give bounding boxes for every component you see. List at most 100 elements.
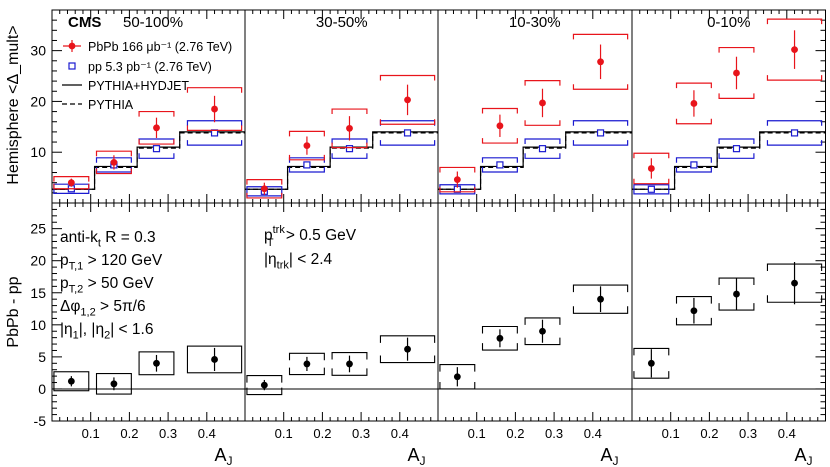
x-axis-label: AJ <box>600 445 618 467</box>
pp-syst-box <box>572 120 629 146</box>
pbpb-point <box>346 124 353 132</box>
pbpb-point <box>496 122 504 130</box>
y-tick-label: 20 <box>30 93 46 109</box>
pp-point <box>732 145 741 153</box>
pp-point <box>496 161 504 169</box>
pbpb-point <box>153 124 160 132</box>
diff-point <box>260 381 268 389</box>
x-axis-label: AJ <box>794 445 812 467</box>
pbpb-syst-box <box>675 82 712 125</box>
pbpb-syst-box <box>331 108 368 149</box>
pbpb-point <box>303 142 311 150</box>
pbpb-point <box>404 96 411 104</box>
diff-point <box>67 377 75 385</box>
diff-point <box>453 373 461 381</box>
diff-point <box>647 359 655 367</box>
pbpb-syst-box <box>572 33 629 90</box>
pythia-histogram <box>438 132 632 190</box>
diff-point <box>733 290 740 298</box>
pbpb-point <box>67 179 75 187</box>
legend-pp-label: pp 5.3 pb⁻¹ (2.76 TeV) <box>88 60 212 74</box>
diff-syst-box <box>138 351 175 376</box>
pbpb-syst-box <box>95 150 132 175</box>
x-tick-label: 0.4 <box>584 426 602 441</box>
annotation-jet-algo: anti-kt R = 0.3 <box>60 229 156 250</box>
x-tick-label: 0.4 <box>198 426 216 441</box>
pp-point <box>345 145 354 153</box>
pbpb-syst-box <box>718 46 755 99</box>
pbpb-point <box>690 100 698 107</box>
diff-point <box>211 356 218 363</box>
pp-point <box>690 161 698 169</box>
x-tick-label: 0.1 <box>82 426 100 441</box>
y-tick-label: 15 <box>30 285 46 301</box>
diff-syst-box <box>186 345 243 374</box>
pp-syst-box <box>633 184 670 195</box>
diff-syst-box <box>524 317 561 346</box>
pbpb-point <box>647 165 655 172</box>
x-tick-label: 0.3 <box>545 426 563 441</box>
diff-syst-box <box>53 371 90 392</box>
pbpb-point <box>539 99 546 107</box>
pp-syst-box <box>481 157 518 173</box>
pbpb-point <box>211 105 218 113</box>
x-tick-label: 0.2 <box>700 426 718 441</box>
pp-syst-box <box>524 138 561 159</box>
diff-syst-box <box>675 296 712 326</box>
centrality-label: 50-100% <box>123 14 183 31</box>
annotation-dphi: Δφ1,2 > 5π/6 <box>60 298 146 319</box>
pythia-histogram <box>632 132 826 190</box>
pp-point <box>403 129 412 137</box>
y-tick-label: 0 <box>38 381 46 397</box>
centrality-label: 10-30% <box>509 14 561 31</box>
pp-syst-box <box>718 138 755 159</box>
pbpb-point <box>791 46 798 54</box>
diff-syst-box <box>439 364 476 390</box>
pbpb-syst-box <box>379 74 436 125</box>
pbpb-syst-box <box>246 179 283 199</box>
pp-point <box>596 129 605 137</box>
pbpb-syst-box <box>633 152 670 185</box>
x-tick-label: 0.3 <box>739 426 757 441</box>
pp-point <box>647 185 655 193</box>
pbpb-point <box>597 58 604 66</box>
y-tick-label: 20 <box>30 253 46 269</box>
annotation-track-eta: |ηtrk| < 2.4 <box>264 251 333 272</box>
diff-syst-box <box>95 373 132 395</box>
legend-pp-marker <box>68 62 76 70</box>
pbpb-syst-box <box>766 18 823 81</box>
x-tick-label: 0.3 <box>159 426 177 441</box>
pythia-hydjet-histogram <box>438 131 632 190</box>
x-tick-label: 0.1 <box>468 426 486 441</box>
pbpb-point <box>453 176 461 184</box>
pbpb-point <box>733 69 740 77</box>
x-axis-label: AJ <box>407 445 425 467</box>
pbpb-syst-box <box>439 166 476 193</box>
y-tick-label: 5 <box>38 349 46 365</box>
y-tick-label: 30 <box>30 43 46 59</box>
centrality-label: 30-50% <box>316 14 368 31</box>
x-tick-label: 0.4 <box>778 426 796 441</box>
pp-syst-box <box>766 120 823 146</box>
x-tick-label: 0.2 <box>120 426 138 441</box>
centrality-label: 0-10% <box>707 14 750 31</box>
pbpb-syst-box <box>481 107 518 144</box>
x-tick-label: 0.3 <box>352 426 370 441</box>
y-tick-label: -5 <box>34 413 47 429</box>
annotation-track-pt: ptrk T > 0.5 GeV <box>264 224 357 249</box>
diff-point <box>597 295 604 303</box>
diff-point <box>303 360 311 368</box>
diff-point <box>346 360 353 368</box>
y-tick-label: 10 <box>30 317 46 333</box>
pbpb-syst-box <box>186 87 243 131</box>
annotation-pt2: pT,2 > 50 GeV <box>60 275 154 296</box>
legend-pbpb-marker <box>68 42 76 50</box>
pbpb-point <box>110 158 118 166</box>
diff-point <box>496 334 504 342</box>
y-tick-label: 10 <box>30 144 46 160</box>
legend-hydjet-label: PYTHIA+HYDJET <box>88 79 189 93</box>
diff-syst-box <box>379 335 436 364</box>
pp-point <box>303 161 311 169</box>
diff-point <box>690 307 698 315</box>
